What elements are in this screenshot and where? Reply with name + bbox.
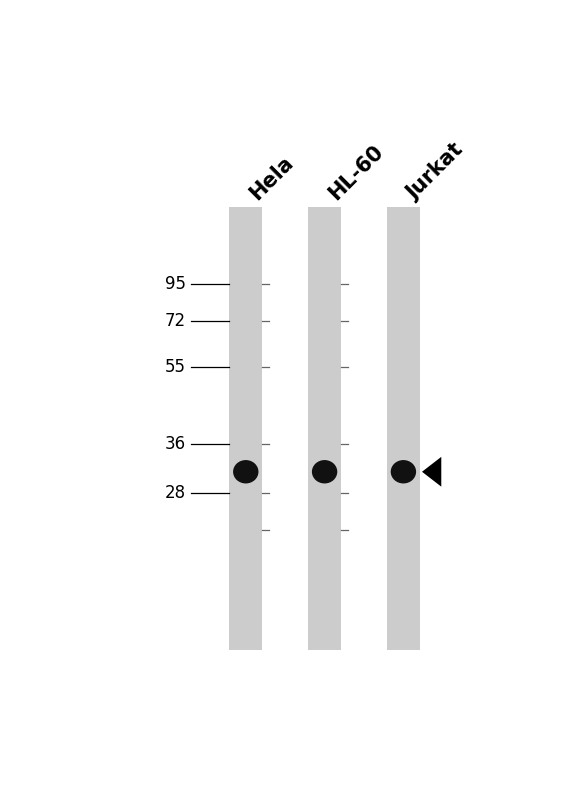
Text: 95: 95 bbox=[165, 275, 186, 293]
Bar bbox=[229, 207, 262, 650]
Text: 55: 55 bbox=[165, 358, 186, 376]
Text: HL-60: HL-60 bbox=[324, 142, 387, 204]
Text: 28: 28 bbox=[164, 484, 186, 502]
Bar bbox=[387, 207, 420, 650]
Bar bbox=[308, 207, 341, 650]
Polygon shape bbox=[422, 457, 441, 486]
Ellipse shape bbox=[391, 460, 416, 483]
Ellipse shape bbox=[233, 460, 258, 483]
Text: 72: 72 bbox=[164, 312, 186, 330]
Text: Hela: Hela bbox=[246, 152, 297, 204]
Text: 36: 36 bbox=[164, 435, 186, 453]
Ellipse shape bbox=[312, 460, 337, 483]
Text: Jurkat: Jurkat bbox=[403, 140, 468, 204]
